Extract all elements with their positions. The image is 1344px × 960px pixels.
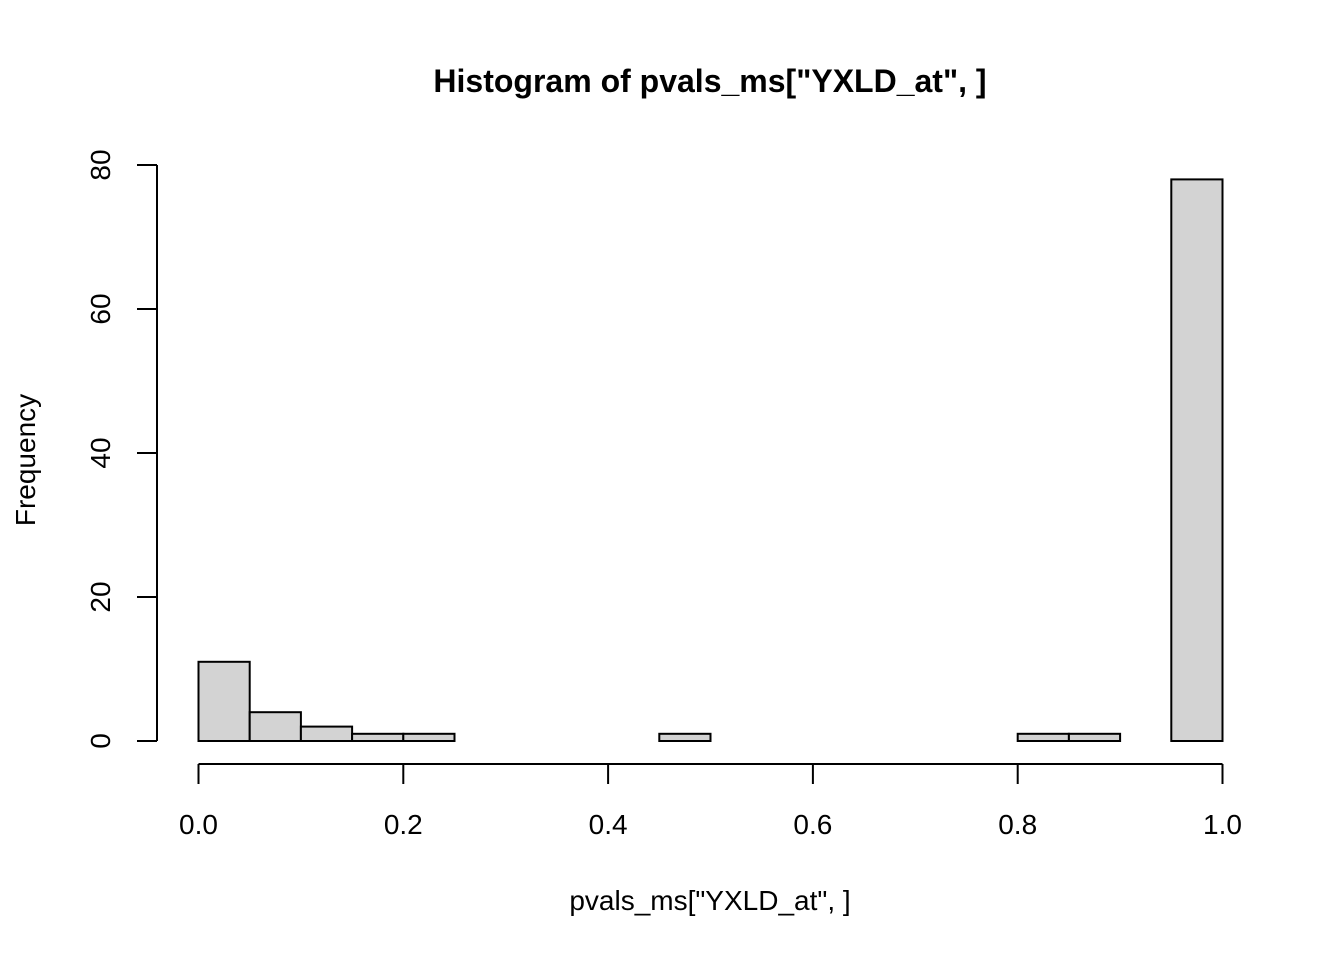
x-tick-label-3: 0.6 [793, 809, 832, 840]
histogram-bar-16 [1016, 732, 1070, 742]
x-tick-label-5: 1.0 [1203, 809, 1242, 840]
histogram-bar-3 [351, 732, 405, 742]
y-tick-label-2: 40 [85, 437, 116, 468]
y-tick-label-4: 80 [85, 149, 116, 180]
histogram-bar-17 [1067, 732, 1122, 742]
x-tick-label-1: 0.2 [384, 809, 423, 840]
x-axis: 0.0 0.2 0.4 0.6 0.8 1.0 [179, 763, 1242, 840]
histogram-bar-2 [299, 725, 354, 742]
y-tick-label-0: 0 [85, 733, 116, 749]
y-tick-label-1: 20 [85, 581, 116, 612]
x-tick-label-2: 0.4 [589, 809, 628, 840]
y-axis-label: Frequency [10, 394, 41, 526]
y-axis: 0 20 40 60 80 [85, 149, 158, 749]
histogram-bar-19 [1170, 178, 1224, 742]
x-axis-label: pvals_ms["YXLD_at", ] [569, 885, 850, 916]
x-tick-label-4: 0.8 [998, 809, 1037, 840]
histogram-bar-1 [248, 711, 302, 743]
x-tick-label-0: 0.0 [179, 809, 218, 840]
histogram-bar-9 [658, 732, 712, 742]
histogram-bar-4 [402, 732, 456, 742]
histogram-bar-0 [197, 660, 251, 742]
chart-title: Histogram of pvals_ms["YXLD_at", ] [433, 63, 986, 99]
y-tick-label-3: 60 [85, 293, 116, 324]
histogram-bars [197, 178, 1224, 743]
